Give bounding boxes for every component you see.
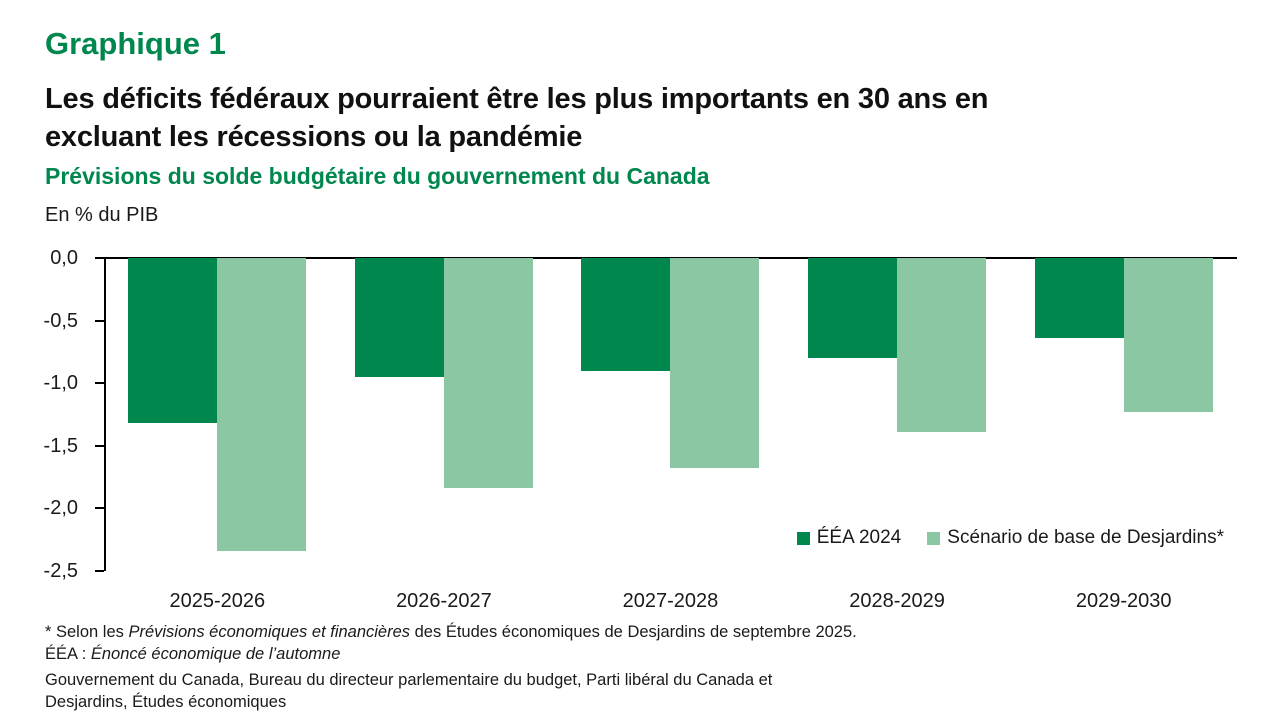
bar-group-2026-2027	[331, 258, 558, 571]
plot-area	[95, 257, 1237, 572]
footnote-eea: ÉÉA : Énoncé économique de l’automne	[45, 643, 1235, 665]
bar-group-2025-2026	[104, 258, 331, 571]
y-tick-label: 0,0	[50, 247, 78, 269]
figure-number: Graphique 1	[45, 26, 226, 61]
legend-swatch-icon	[927, 531, 941, 545]
bar	[217, 258, 307, 551]
y-tick-mark	[95, 382, 104, 385]
y-tick-mark	[95, 257, 104, 259]
y-tick-mark	[95, 444, 104, 447]
footnote-asterisk: * Selon les Prévisions économiques et fi…	[45, 621, 1235, 643]
page-title-line-2: excluant les récessions ou la pandémie	[45, 121, 583, 153]
y-axis-line	[104, 258, 106, 571]
legend-item: ÉÉA 2024	[796, 527, 902, 549]
chart-legend: ÉÉA 2024 Scénario de base de Desjardins*	[796, 527, 1224, 549]
source-note: Gouvernement du Canada, Bureau du direct…	[45, 669, 1235, 713]
bar	[443, 258, 533, 489]
y-tick-label: -2,5	[43, 560, 78, 582]
bar	[354, 258, 444, 377]
x-tick-label: 2025-2026	[169, 590, 266, 612]
footnote-italic-segment: Énoncé économique de l’automne	[90, 645, 341, 663]
bar	[1123, 258, 1213, 412]
bar	[670, 258, 760, 469]
x-tick-label: 2027-2028	[622, 590, 719, 612]
y-tick-mark	[95, 319, 104, 322]
legend-label: Scénario de base de Desjardins*	[947, 527, 1224, 548]
bar	[581, 258, 671, 371]
legend-label: ÉÉA 2024	[816, 527, 902, 548]
y-tick-mark	[95, 570, 104, 572]
bar-group-2027-2028	[557, 258, 784, 571]
bar	[897, 258, 987, 432]
y-tick-label: -0,5	[43, 309, 78, 332]
footnote-italic-segment: Prévisions économiques et financières	[128, 623, 411, 641]
y-tick-label: -1,0	[43, 372, 78, 395]
page-title-line-1: Les déficits fédéraux pourraient être le…	[45, 83, 989, 115]
x-tick-label: 2028-2029	[849, 590, 945, 612]
footnote-segment: ÉÉA :	[45, 645, 91, 663]
legend-swatch-icon	[796, 531, 810, 545]
y-tick-label: -2,0	[43, 497, 78, 520]
x-axis-labels: 2025-2026 2026-2027 2027-2028 2028-2029 2029…	[104, 590, 1237, 613]
y-tick-label: -1,5	[43, 434, 78, 457]
bar	[128, 258, 218, 424]
source-line-2: Desjardins, Études économiques	[45, 693, 287, 711]
chart-subtitle: Prévisions du solde budgétaire du gouver…	[45, 163, 710, 189]
bar-group-2028-2029	[784, 258, 1011, 571]
footnote-segment: * Selon les	[45, 623, 129, 641]
y-axis-labels: 0,0 -0,5 -1,0 -1,5 -2,0 -2,5	[0, 247, 90, 582]
y-axis-unit-label: En % du PIB	[45, 204, 159, 226]
bar	[808, 258, 898, 359]
y-tick-mark	[95, 507, 104, 510]
page-title: Les déficits fédéraux pourraient être le…	[45, 80, 989, 156]
footnotes: * Selon les Prévisions économiques et fi…	[45, 621, 1235, 665]
footnote-segment: des Études économiques de Desjardins de …	[410, 623, 857, 641]
legend-item: Scénario de base de Desjardins*	[927, 527, 1224, 549]
bar-group-2029-2030	[1010, 258, 1237, 571]
x-tick-label: 2026-2027	[396, 590, 492, 612]
source-line-1: Gouvernement du Canada, Bureau du direct…	[45, 671, 773, 689]
x-tick-label: 2029-2030	[1075, 590, 1172, 612]
bar	[1034, 258, 1124, 339]
